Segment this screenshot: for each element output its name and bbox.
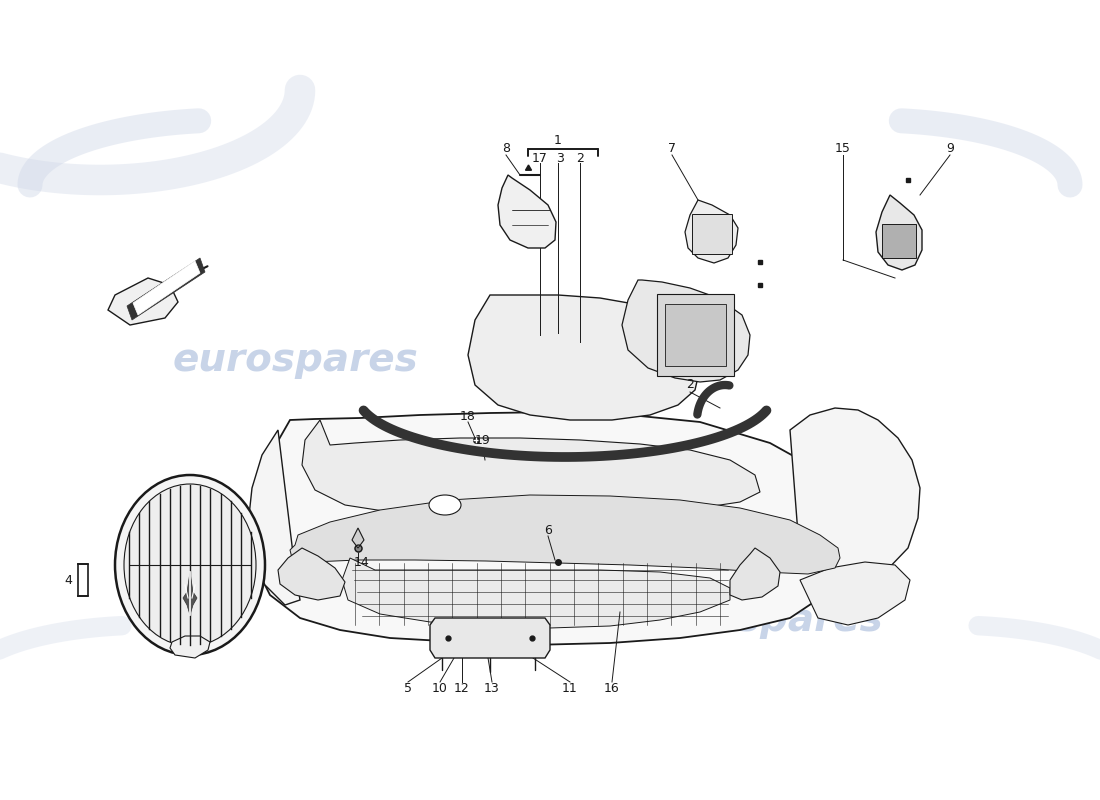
Polygon shape xyxy=(278,548,345,600)
Text: 8: 8 xyxy=(502,142,510,154)
Text: 5: 5 xyxy=(404,682,412,694)
Polygon shape xyxy=(170,636,210,658)
Polygon shape xyxy=(302,420,760,515)
Polygon shape xyxy=(468,295,700,420)
Ellipse shape xyxy=(116,475,265,655)
Polygon shape xyxy=(342,558,730,628)
Polygon shape xyxy=(133,261,200,315)
Ellipse shape xyxy=(124,484,256,646)
Text: 1: 1 xyxy=(554,134,562,146)
Polygon shape xyxy=(250,412,845,645)
Text: 9: 9 xyxy=(946,142,954,154)
Text: 13: 13 xyxy=(484,682,499,694)
Polygon shape xyxy=(183,572,197,615)
FancyBboxPatch shape xyxy=(882,224,916,258)
Polygon shape xyxy=(430,618,550,658)
FancyBboxPatch shape xyxy=(666,304,726,366)
Text: 18: 18 xyxy=(460,410,476,422)
Text: 10: 10 xyxy=(432,682,448,694)
Text: 17: 17 xyxy=(532,151,548,165)
FancyBboxPatch shape xyxy=(657,294,734,376)
Ellipse shape xyxy=(429,495,461,515)
Text: 2: 2 xyxy=(576,151,584,165)
Polygon shape xyxy=(685,200,738,263)
Polygon shape xyxy=(108,278,178,325)
Text: 14: 14 xyxy=(354,555,370,569)
Polygon shape xyxy=(800,562,910,625)
Text: 4: 4 xyxy=(64,574,72,586)
Text: 7: 7 xyxy=(668,142,676,154)
Text: eurospares: eurospares xyxy=(637,601,883,639)
Polygon shape xyxy=(352,528,364,548)
Text: 3: 3 xyxy=(557,151,564,165)
Polygon shape xyxy=(730,548,780,600)
Polygon shape xyxy=(498,175,556,248)
Text: 11: 11 xyxy=(562,682,578,694)
Text: 16: 16 xyxy=(604,682,620,694)
Text: 15: 15 xyxy=(835,142,851,154)
Text: 6: 6 xyxy=(544,523,552,537)
FancyBboxPatch shape xyxy=(692,214,732,254)
Polygon shape xyxy=(876,195,922,270)
Text: 2: 2 xyxy=(686,378,694,391)
Polygon shape xyxy=(621,280,750,382)
Text: 12: 12 xyxy=(454,682,470,694)
Text: eurospares: eurospares xyxy=(172,341,418,379)
Polygon shape xyxy=(248,430,300,605)
Polygon shape xyxy=(126,258,205,320)
Polygon shape xyxy=(290,495,840,574)
Text: 19: 19 xyxy=(475,434,491,446)
Polygon shape xyxy=(790,408,920,584)
